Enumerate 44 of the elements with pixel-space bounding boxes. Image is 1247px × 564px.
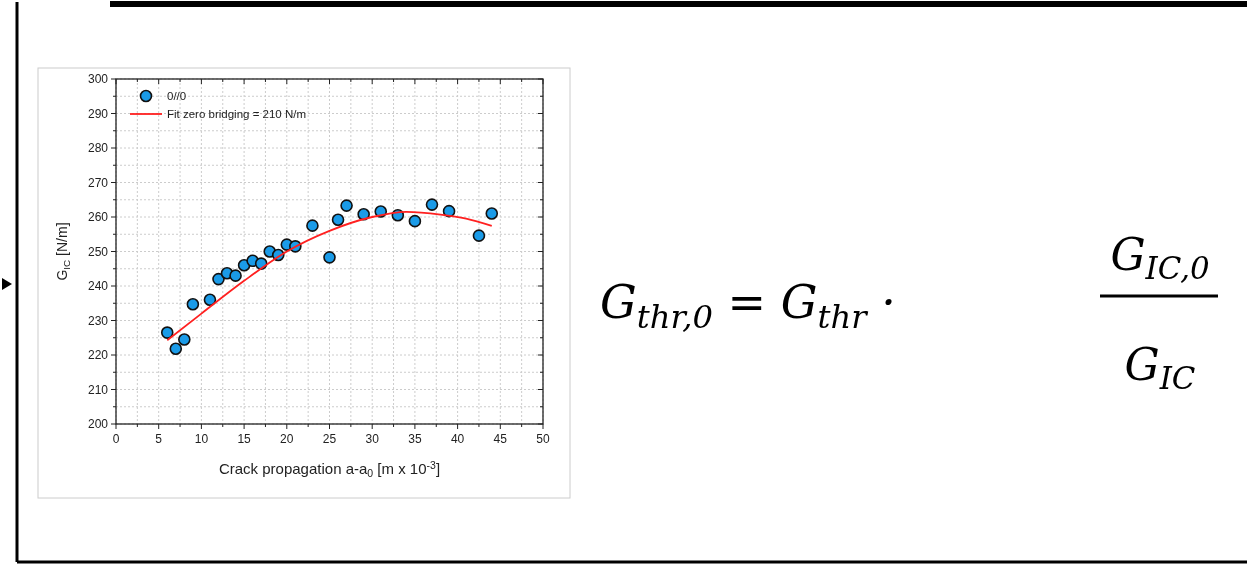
y-tick-label: 260: [87, 210, 109, 224]
y-tick-label: 200: [87, 417, 109, 431]
x-tick-label: 20: [280, 432, 294, 446]
y-tick-label: 270: [87, 175, 109, 190]
text: G$_{thr,0}$ = G$_{thr}$ ·: [600, 275, 896, 336]
x-tick-label: 15: [237, 432, 252, 446]
x-tick-label: 50: [536, 432, 550, 446]
point: [485, 207, 499, 220]
y-tick-label: 300: [87, 72, 109, 86]
y-tick-label: 280: [87, 141, 109, 155]
x-tick-label: 45: [493, 432, 508, 446]
point: [331, 213, 345, 227]
point: [160, 326, 174, 339]
point: [306, 219, 319, 232]
x-tick-label: 5: [155, 432, 163, 446]
point: [408, 214, 422, 228]
x-tick-label: 30: [365, 432, 380, 446]
point: [186, 297, 200, 311]
text: G$_{IC}$: [1124, 339, 1196, 397]
point: [340, 199, 353, 212]
x-tick-label: 10: [194, 432, 209, 446]
point: [212, 272, 225, 286]
x-tick-label: 35: [408, 432, 422, 446]
point: [229, 269, 242, 282]
x-tick-label: 0: [112, 432, 120, 446]
y-tick-label: 250: [87, 244, 109, 259]
text: G$_{IC,0}$: [1110, 229, 1210, 287]
x-tick-label: 40: [450, 432, 465, 446]
point: [178, 333, 191, 346]
y-tick-label: 230: [87, 313, 109, 328]
y-tick-label: 210: [87, 382, 109, 397]
point: [323, 251, 336, 264]
point: [472, 229, 486, 242]
y-tick-label: 290: [87, 106, 109, 121]
legend-label: 0//0: [167, 90, 187, 102]
x-tick-label: 25: [322, 432, 337, 446]
point: [203, 293, 217, 307]
point: [425, 198, 439, 211]
point: [169, 342, 183, 356]
x-axis-title: Crack propagation a-a$_{0}$ [m x 10$^{-3}$]: [218, 459, 441, 480]
point: [357, 207, 370, 221]
legend-label: Fit zero bridging = 210 N/m: [167, 108, 307, 120]
y-tick-label: 220: [87, 348, 109, 362]
y-tick-label: 240: [87, 279, 109, 293]
